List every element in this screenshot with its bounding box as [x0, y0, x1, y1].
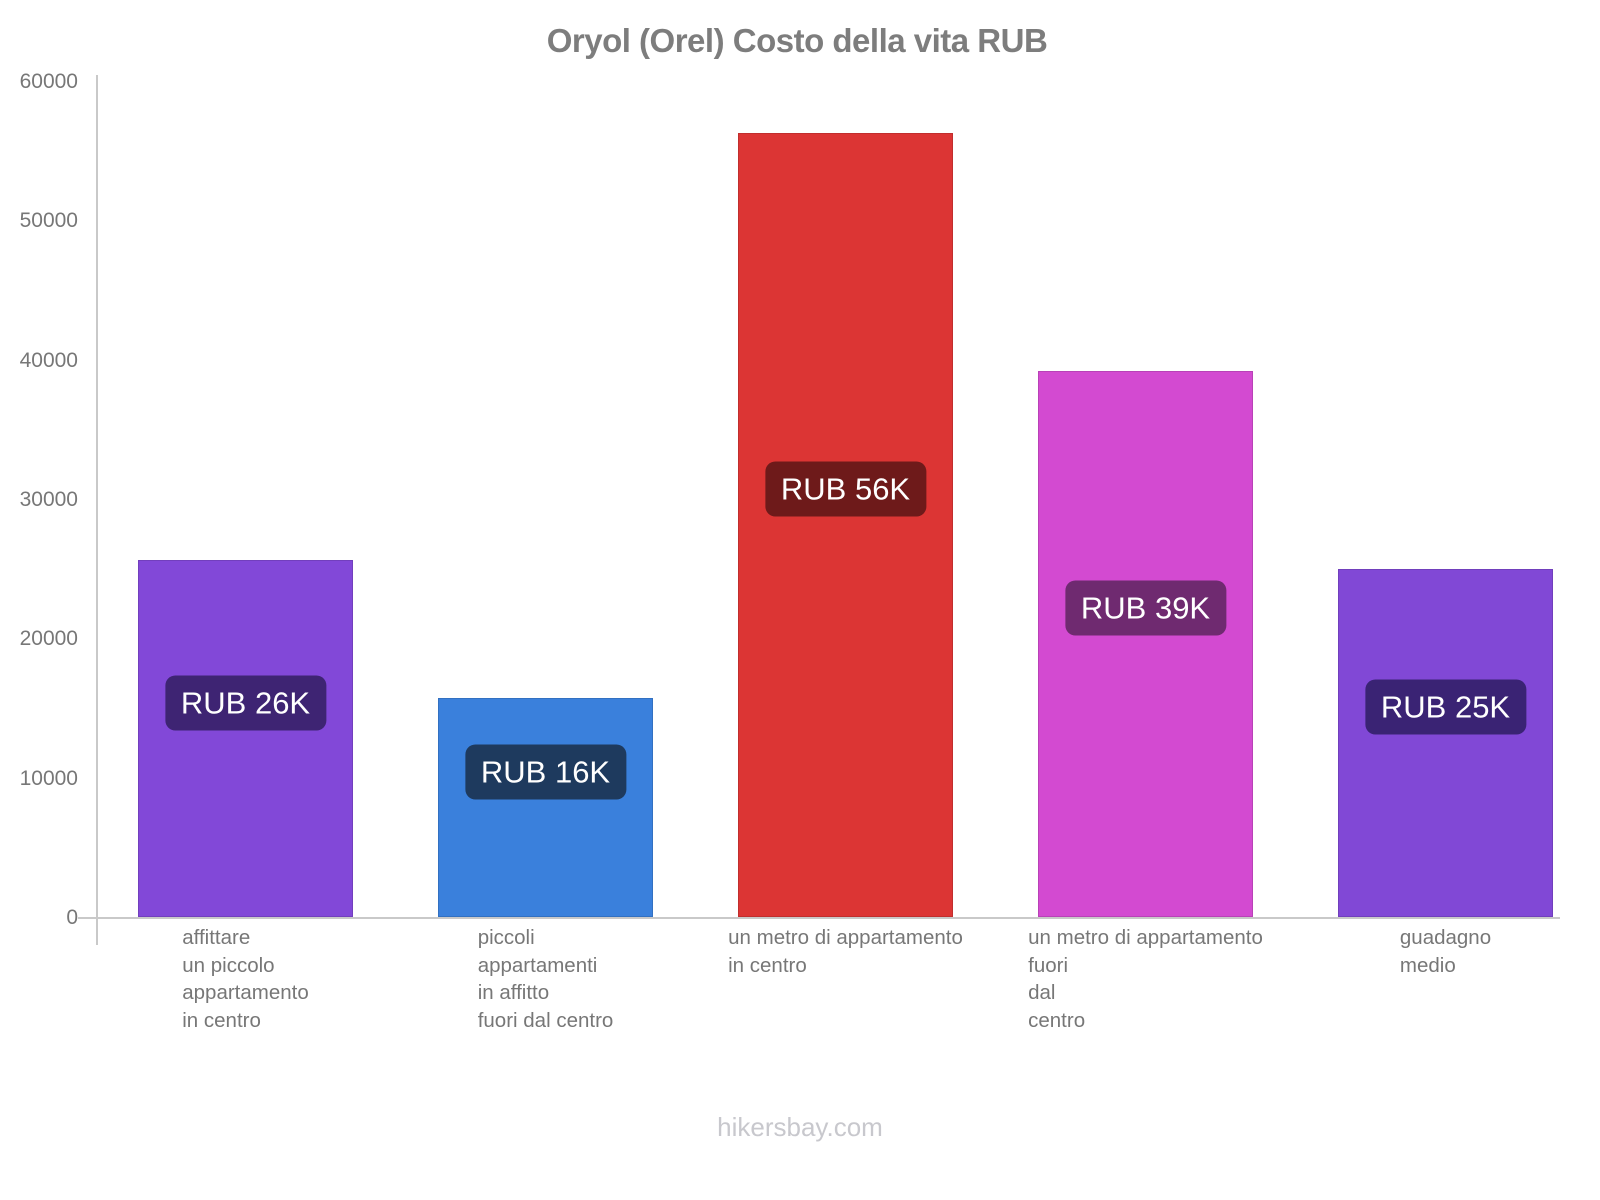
x-category-label: guadagno medio [1399, 926, 1492, 977]
y-tick-label: 30000 [19, 488, 78, 511]
bar: RUB 56K [738, 132, 953, 917]
x-category-label: un metro di appartamento fuori dal centr… [1028, 926, 1263, 1032]
chart-title: Oryol (Orel) Costo della vita RUB [546, 22, 1048, 59]
y-tick-label: 0 [66, 906, 78, 929]
x-category-label: un metro di appartamento in centro [728, 926, 963, 977]
y-tick-label: 60000 [19, 70, 78, 93]
y-tick-label: 50000 [19, 209, 78, 233]
bar-value-badge: RUB 56K [764, 461, 927, 517]
bar: RUB 26K [138, 560, 353, 917]
x-category-label: affittare un piccolo appartamento in cen… [182, 926, 309, 1032]
y-tick-label: 20000 [19, 627, 78, 651]
y-tick-label: 10000 [19, 766, 78, 790]
bar: RUB 16K [438, 698, 653, 917]
footer-watermark: hikersbay.com [717, 1112, 883, 1142]
bar-value-badge: RUB 26K [164, 675, 327, 731]
x-category-label: piccoli appartamenti in affitto fuori da… [477, 926, 614, 1032]
bar: RUB 39K [1038, 370, 1253, 917]
y-tick-label: 40000 [19, 348, 78, 372]
y-axis [96, 75, 98, 945]
bar: RUB 25K [1338, 568, 1553, 917]
bar-value-badge: RUB 39K [1064, 580, 1227, 636]
bar-value-badge: RUB 25K [1364, 679, 1527, 735]
bar-value-badge: RUB 16K [464, 744, 627, 800]
x-axis [78, 917, 1560, 919]
